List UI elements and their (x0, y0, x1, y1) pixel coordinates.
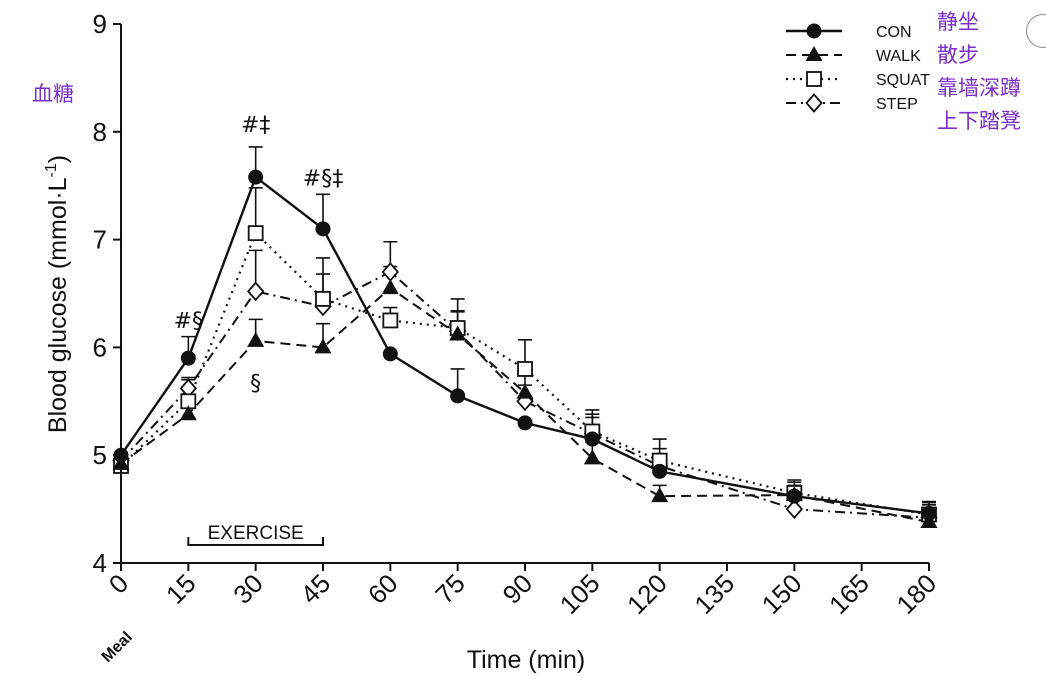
point-con (517, 415, 533, 431)
point-walk (449, 325, 467, 341)
significance-label: #‡ (241, 113, 270, 138)
point-walk (583, 449, 601, 465)
point-con (786, 488, 802, 504)
point-squat (382, 312, 399, 329)
exercise-label: EXERCISE (208, 523, 304, 544)
point-walk (516, 383, 534, 399)
legend-label-con: CON (876, 24, 912, 41)
legend-marker-con (806, 23, 822, 39)
point-con (584, 431, 600, 447)
point-con (652, 463, 668, 479)
y-tick-label: 5 (93, 440, 107, 470)
legend-label-walk: WALK (876, 48, 921, 65)
point-walk (651, 487, 669, 503)
meal-label: Meal (99, 629, 136, 666)
error-bars (114, 146, 936, 523)
y-tick-label: 9 (93, 9, 107, 39)
point-con (180, 350, 196, 366)
series-line-step (120, 270, 930, 519)
annotation-y-note-cn: 血糖 (32, 82, 74, 106)
point-con (382, 346, 398, 362)
legend: CON WALK SQUAT STEP (786, 23, 930, 113)
x-tick-label: 90 (497, 568, 539, 610)
legend-marker-step (805, 93, 823, 113)
point-step (785, 499, 804, 519)
point-walk (247, 331, 265, 347)
x-tick-label: 30 (227, 568, 269, 610)
legend-label-step: STEP (876, 96, 918, 113)
x-tick-label: 165 (823, 568, 875, 620)
x-tick-label: 15 (160, 568, 202, 610)
annotation-step-cn: 上下踏凳 (937, 109, 1021, 133)
point-walk (314, 338, 332, 354)
y-tick-label: 4 (93, 548, 107, 578)
x-axis-title: Time (min) (467, 646, 586, 674)
exercise-bracket (187, 537, 324, 546)
point-walk (381, 279, 399, 295)
point-con (921, 505, 937, 521)
y-tick-label: 6 (93, 332, 107, 362)
legend-marker-squat (806, 71, 822, 87)
x-tick-label: 75 (429, 568, 471, 610)
x-tick-label: 135 (688, 568, 740, 620)
x-tick-label: 45 (295, 568, 337, 610)
annotation-squat-cn: 靠墙深蹲 (937, 76, 1021, 100)
y-tick-label: 8 (93, 117, 107, 147)
annotation-walk-cn: 散步 (937, 43, 979, 67)
point-con (450, 388, 466, 404)
point-squat (517, 361, 533, 377)
annotation-con-cn: 静坐 (937, 10, 979, 34)
significance-label: #§ (174, 309, 203, 334)
point-squat (247, 225, 264, 242)
x-tick-label: 180 (890, 568, 942, 620)
x-tick-label: 120 (621, 568, 673, 620)
point-squat (315, 290, 331, 307)
point-walk (179, 405, 197, 421)
point-step (246, 281, 265, 302)
significance-label: #§‡ (303, 167, 343, 192)
legend-marker-walk (805, 46, 823, 61)
significance-marks: #§ #‡ #§‡ § (174, 113, 344, 397)
y-tick-label: 7 (93, 225, 107, 255)
x-tick-label: 150 (756, 568, 808, 620)
x-tick-label: 105 (554, 568, 606, 620)
x-tick-label: 0 (103, 568, 134, 599)
significance-label: § (250, 372, 261, 397)
legend-label-squat: SQUAT (876, 72, 930, 89)
point-con (315, 221, 331, 237)
x-tick-label: 60 (362, 568, 404, 610)
point-con (248, 169, 264, 185)
y-axis-title: Blood glucose (mmol·L-1) (43, 155, 72, 433)
